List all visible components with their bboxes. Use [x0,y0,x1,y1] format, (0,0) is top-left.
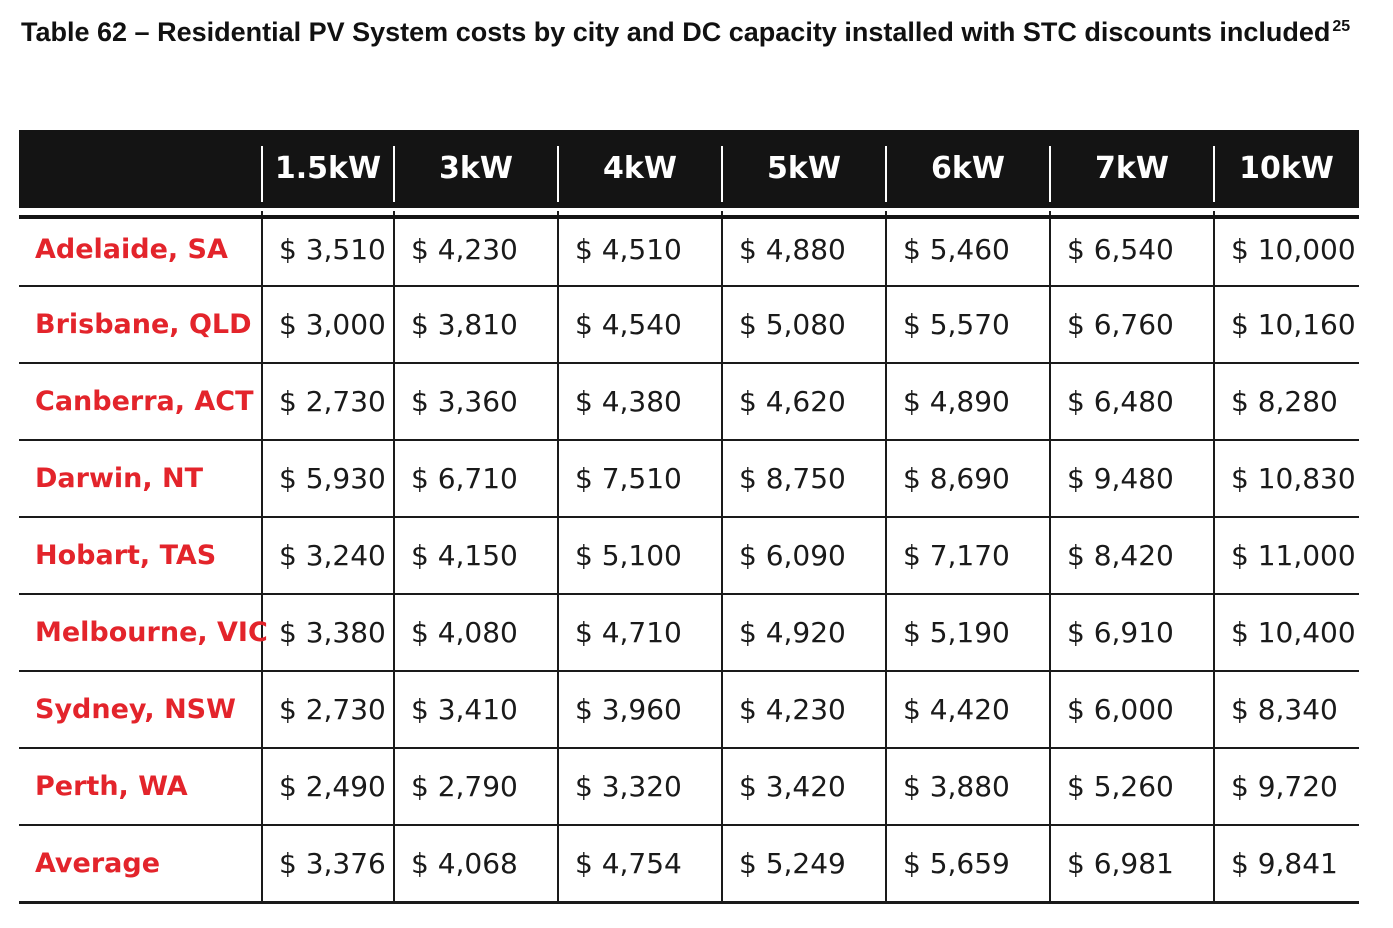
cost-cell: $ 3,376 [261,825,394,904]
cost-cell: $ 6,910 [1049,594,1214,672]
cost-cell: $ 6,540 [1049,209,1214,287]
cost-cell: $ 4,890 [885,363,1050,441]
cost-cell: $ 4,080 [393,594,558,672]
table-row: Darwin, NT $ 5,930 $ 6,710 $ 7,510 $ 8,7… [19,440,1359,518]
cost-cell: $ 3,410 [393,671,558,749]
cost-cell: $ 6,981 [1049,825,1214,904]
cost-cell: $ 8,690 [885,440,1050,518]
header-row: 1.5kW 3kW 4kW 5kW 6kW 7kW 10kW [19,130,1359,211]
column-header-10kw: 10kW [1213,130,1359,211]
table-caption: Table 62 – Residential PV System costs b… [21,8,1361,56]
cost-cell: $ 10,160 [1213,286,1359,364]
cost-cell: $ 3,880 [885,748,1050,826]
cost-cell: $ 3,320 [557,748,722,826]
column-header-7kw: 7kW [1049,130,1214,211]
cost-cell: $ 8,340 [1213,671,1359,749]
cost-cell: $ 4,880 [721,209,886,287]
cost-cell: $ 4,150 [393,517,558,595]
city-name: Canberra, ACT [19,363,262,441]
average-row: Average $ 3,376 $ 4,068 $ 4,754 $ 5,249 … [19,825,1359,904]
cost-cell: $ 6,710 [393,440,558,518]
table-row: Brisbane, QLD $ 3,000 $ 3,810 $ 4,540 $ … [19,286,1359,364]
table-row: Sydney, NSW $ 2,730 $ 3,410 $ 3,960 $ 4,… [19,671,1359,749]
cost-cell: $ 5,930 [261,440,394,518]
city-name: Hobart, TAS [19,517,262,595]
cost-cell: $ 6,760 [1049,286,1214,364]
table-row: Melbourne, VIC $ 3,380 $ 4,080 $ 4,710 $… [19,594,1359,672]
cost-cell: $ 10,830 [1213,440,1359,518]
cost-cell: $ 4,510 [557,209,722,287]
city-name: Adelaide, SA [19,209,262,287]
cost-cell: $ 3,810 [393,286,558,364]
city-name: Darwin, NT [19,440,262,518]
table-row: Adelaide, SA $ 3,510 $ 4,230 $ 4,510 $ 4… [19,209,1359,287]
cost-cell: $ 8,750 [721,440,886,518]
table-row: Perth, WA $ 2,490 $ 2,790 $ 3,320 $ 3,42… [19,748,1359,826]
cost-cell: $ 5,080 [721,286,886,364]
cost-cell: $ 6,480 [1049,363,1214,441]
column-header-city [19,130,262,211]
cost-cell: $ 7,510 [557,440,722,518]
cost-cell: $ 3,960 [557,671,722,749]
cost-cell: $ 5,659 [885,825,1050,904]
pv-cost-table: 1.5kW 3kW 4kW 5kW 6kW 7kW 10kW Adelaide,… [19,130,1359,904]
cost-cell: $ 2,730 [261,363,394,441]
cost-cell: $ 5,460 [885,209,1050,287]
table-row: Canberra, ACT $ 2,730 $ 3,360 $ 4,380 $ … [19,363,1359,441]
cost-cell: $ 5,190 [885,594,1050,672]
cost-cell: $ 8,280 [1213,363,1359,441]
cost-cell: $ 4,420 [885,671,1050,749]
header-underline [19,215,1359,219]
cost-cell: $ 5,570 [885,286,1050,364]
cost-cell: $ 5,249 [721,825,886,904]
cost-cell: $ 2,490 [261,748,394,826]
column-header-1-5kw: 1.5kW [261,130,394,211]
cost-cell: $ 8,420 [1049,517,1214,595]
cost-cell: $ 2,790 [393,748,558,826]
cost-cell: $ 3,360 [393,363,558,441]
cost-cell: $ 9,720 [1213,748,1359,826]
column-header-4kw: 4kW [557,130,722,211]
caption-text: Table 62 – Residential PV System costs b… [21,17,1331,47]
cost-cell: $ 3,240 [261,517,394,595]
cost-cell: $ 4,540 [557,286,722,364]
column-header-5kw: 5kW [721,130,886,211]
cost-cell: $ 10,000 [1213,209,1359,287]
footnote-ref[interactable]: 25 [1332,18,1351,35]
column-header-6kw: 6kW [885,130,1050,211]
city-name: Sydney, NSW [19,671,262,749]
cost-cell: $ 7,170 [885,517,1050,595]
cost-cell: $ 3,420 [721,748,886,826]
cost-cell: $ 4,920 [721,594,886,672]
cost-cell: $ 11,000 [1213,517,1359,595]
city-name: Perth, WA [19,748,262,826]
city-name: Brisbane, QLD [19,286,262,364]
cost-cell: $ 4,068 [393,825,558,904]
cost-cell: $ 4,620 [721,363,886,441]
cost-cell: $ 9,480 [1049,440,1214,518]
cost-cell: $ 3,000 [261,286,394,364]
cost-cell: $ 9,841 [1213,825,1359,904]
cost-cell: $ 4,230 [393,209,558,287]
city-name: Melbourne, VIC [19,594,268,672]
cost-cell: $ 10,400 [1213,594,1359,672]
cost-cell: $ 2,730 [261,671,394,749]
column-header-3kw: 3kW [393,130,558,211]
cost-cell: $ 4,754 [557,825,722,904]
cost-cell: $ 4,230 [721,671,886,749]
cost-cell: $ 5,100 [557,517,722,595]
cost-cell: $ 4,710 [557,594,722,672]
table-row: Hobart, TAS $ 3,240 $ 4,150 $ 5,100 $ 6,… [19,517,1359,595]
cost-cell: $ 5,260 [1049,748,1214,826]
cost-cell: $ 4,380 [557,363,722,441]
cost-cell: $ 6,000 [1049,671,1214,749]
cost-cell: $ 3,380 [261,594,394,672]
cost-cell: $ 6,090 [721,517,886,595]
city-name: Average [19,825,262,904]
cost-cell: $ 3,510 [261,209,394,287]
